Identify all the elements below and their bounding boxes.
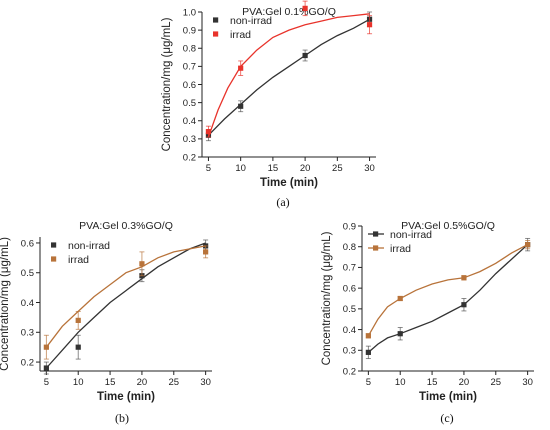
legend-label: non-irrad <box>68 240 110 252</box>
y-tick-label: 0.2 <box>343 366 356 377</box>
y-axis-label: Concentration/mg (μg/mL) <box>321 231 333 365</box>
x-tick-label: 30 <box>522 377 533 388</box>
series-0-point <box>75 344 81 350</box>
series-1-point <box>365 333 371 339</box>
chart-title: PVA:Gel 0.3%GO/Q <box>79 220 173 232</box>
x-tick-label: 5 <box>366 377 371 388</box>
series-1-point <box>43 344 49 350</box>
series-1-point <box>461 275 467 281</box>
y-tick-label: 0.5 <box>21 268 34 279</box>
series-1-point <box>203 249 209 255</box>
x-tick-label: 25 <box>332 163 343 174</box>
series-1-point <box>302 5 308 11</box>
x-tick-label: 5 <box>44 377 49 388</box>
y-tick-label: 0.7 <box>183 62 196 73</box>
y-tick-label: 0.5 <box>343 304 356 315</box>
x-tick-label: 5 <box>206 163 211 174</box>
y-tick-label: 0.4 <box>183 116 196 127</box>
legend-swatch <box>213 31 219 37</box>
x-tick-label: 10 <box>235 163 246 174</box>
x-axis-label: Time (min) <box>260 177 318 189</box>
legend-swatch <box>51 242 57 248</box>
chart-a: PVA:Gel 0.1%GO/Q 5 10 15 20 25 30 0.2 0.3 0.4 0.5 0… <box>161 0 376 209</box>
x-axis-label: Time (min) <box>97 391 155 403</box>
y-tick-label: 0.6 <box>21 238 34 249</box>
series-1-fit-line <box>367 244 528 337</box>
y-axis-label: Concentration/mg (μg/mL) <box>161 17 173 151</box>
y-tick-label: 0.9 <box>183 25 196 36</box>
legend-swatch <box>51 256 57 262</box>
y-tick-label: 0.4 <box>21 298 34 309</box>
panel-caption: (a) <box>276 195 289 209</box>
x-tick-label: 30 <box>364 163 375 174</box>
chart-c: PVA:Gel 0.5%GO/Q 5 10 15 20 25 30 0.2 0.3 0.4 0.5 0… <box>321 220 534 425</box>
y-tick-label: 0.5 <box>183 98 196 109</box>
series-0-point <box>238 103 244 109</box>
series-1-point <box>238 65 244 71</box>
series-1-point <box>205 129 212 135</box>
x-tick-label: 20 <box>300 163 311 174</box>
series-0-fit-line <box>367 244 529 353</box>
chart-b: PVA:Gel 0.3%GO/Q 5 10 15 20 25 30 0.2 0.3 0.4 0.5 0… <box>0 220 212 425</box>
y-tick-label: 0.3 <box>343 346 356 357</box>
y-tick-label: 0.2 <box>183 152 196 163</box>
y-tick-label: 0.2 <box>21 357 34 368</box>
x-tick-label: 10 <box>73 377 84 388</box>
series-0-point <box>397 331 403 337</box>
x-tick-label: 15 <box>105 377 116 388</box>
x-tick-label: 20 <box>137 377 148 388</box>
y-axis-label: Concentration/mg (μg/mL) <box>0 237 11 371</box>
y-tick-label: 0.9 <box>343 221 356 232</box>
y-tick-label: 0.8 <box>343 242 356 253</box>
series-1-fit-line <box>45 245 206 348</box>
series-0-point <box>461 302 467 308</box>
y-tick-label: 0.4 <box>343 325 356 336</box>
y-tick-label: 1.0 <box>183 7 196 18</box>
legend-label: irrad <box>230 29 251 41</box>
series-0-fit-line <box>45 242 206 369</box>
legend-swatch <box>213 17 219 23</box>
x-tick-label: 10 <box>395 377 406 388</box>
legend-swatch <box>373 231 379 237</box>
series-1-point <box>525 242 531 248</box>
series-0-point <box>365 349 371 355</box>
panel-caption: (c) <box>440 411 453 425</box>
x-tick-label: 20 <box>459 377 470 388</box>
legend-label: non-irrad <box>390 229 432 241</box>
x-tick-label: 30 <box>200 377 211 388</box>
chart-title: PVA:Gel 0.1%GO/Q <box>242 6 336 18</box>
series-1-point <box>75 317 81 323</box>
chart-title: PVA:Gel 0.5%GO/Q <box>401 220 495 232</box>
y-tick-label: 0.6 <box>343 283 356 294</box>
legend-label: irrad <box>390 243 411 255</box>
x-tick-label: 25 <box>490 377 501 388</box>
y-tick-label: 0.3 <box>21 328 34 339</box>
series-0-fit-line <box>207 18 370 136</box>
legend-label: non-irrad <box>230 15 272 27</box>
x-tick-label: 25 <box>168 377 179 388</box>
y-tick-label: 0.8 <box>183 44 196 55</box>
y-tick-label: 0.6 <box>183 80 196 91</box>
legend-label: irrad <box>68 254 89 266</box>
series-1-fit-line <box>207 13 370 138</box>
series-1-point <box>366 22 373 28</box>
series-1-point <box>139 261 145 267</box>
y-tick-label: 0.3 <box>183 134 196 145</box>
series-0-point <box>302 52 308 59</box>
series-0-point <box>43 365 49 371</box>
x-tick-label: 15 <box>427 377 438 388</box>
legend-swatch <box>373 245 379 251</box>
series-1-point <box>397 295 403 302</box>
y-tick-label: 0.7 <box>343 263 356 274</box>
x-axis-label: Time (min) <box>419 391 477 403</box>
x-tick-label: 15 <box>268 163 279 174</box>
panel-caption: (b) <box>115 411 129 425</box>
